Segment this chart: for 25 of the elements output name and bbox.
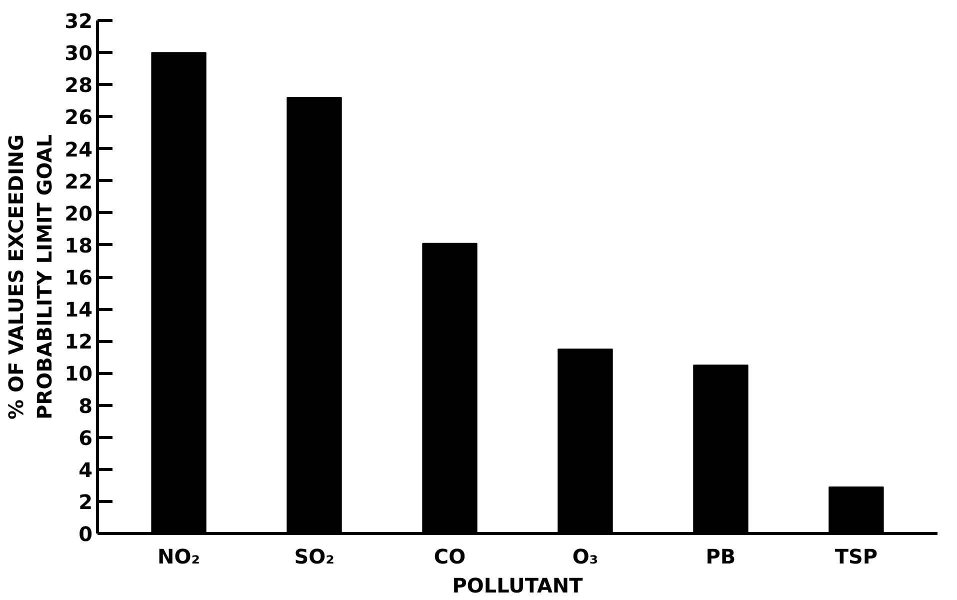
y-tick-label: 6 <box>78 426 93 450</box>
y-tick-label: 24 <box>64 137 93 162</box>
y-tick-label: 2 <box>78 490 93 514</box>
x-tick-label: O₃ <box>572 544 598 568</box>
y-tick-label: 28 <box>64 73 93 98</box>
x-tick-label: TSP <box>834 544 878 568</box>
x-tick-label: SO₂ <box>294 544 334 568</box>
y-tick-label: 22 <box>64 169 93 194</box>
y-axis-title: % OF VALUES EXCEEDING PROBABILITY LIMIT GOAL <box>4 134 57 420</box>
y-tick-label: 32 <box>64 9 93 33</box>
x-tick-label: PB <box>706 544 736 568</box>
y-tick-label: 0 <box>78 522 93 546</box>
y-tick-label: 8 <box>78 394 93 418</box>
y-tick-label: 30 <box>64 41 93 66</box>
y-tick-label: 16 <box>64 266 93 290</box>
y-tick-label: 18 <box>64 233 93 258</box>
y-tick-label: 26 <box>64 105 93 130</box>
x-tick-label: CO <box>434 544 466 568</box>
y-tick-label: 12 <box>64 330 93 354</box>
y-tick-label: 20 <box>64 201 93 226</box>
x-axis-title: POLLUTANT <box>452 574 584 598</box>
x-tick-label: NO₂ <box>158 544 200 568</box>
y-tick-label: 4 <box>78 458 93 482</box>
y-tick-label: 10 <box>64 362 93 386</box>
y-tick-label: 14 <box>64 298 93 322</box>
